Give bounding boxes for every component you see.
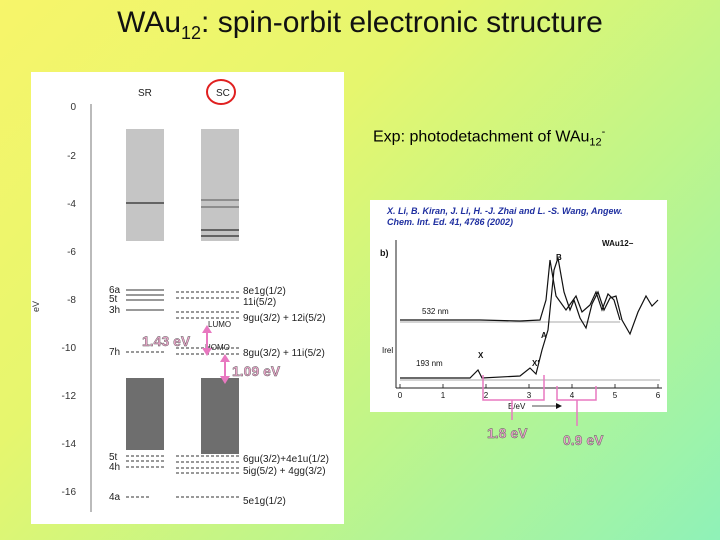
x-tick-label: 6 [656,391,661,400]
slide-title: WAu12: spin-orbit electronic structure [117,6,603,43]
gap-value-exp-2: 0.9 eV [563,432,604,448]
y-tick-labels: 0 -2 -4 -6 -8 -10 -12 -14 -16 [62,102,77,498]
trace-label-532: 532 nm [422,307,449,316]
sc-lower-band [201,378,239,454]
col-label-sr: SR [138,88,152,99]
sr-lower-band [126,378,164,450]
x-tick-label: 2 [484,391,489,400]
x-axis-label: E/eV [508,402,526,411]
peak-x-label: X [478,351,484,360]
citation: X. Li, B. Kiran, J. Li, H. -J. Zhai and … [387,206,657,228]
sc-highlight-circle [206,79,236,105]
lumo-label: LUMO [208,320,231,329]
col-label-sc: SC [216,88,230,99]
orbital-label: 4h [109,462,120,473]
y-label: Irel [382,346,393,355]
y-tick-label: -16 [62,487,77,498]
spinor-label: 5e1g(1/2) [243,496,286,507]
spinor-label: 8gu(3/2) + 11i(5/2) [243,348,325,359]
sr-upper-band [126,129,164,241]
y-tick-label: 0 [70,102,76,113]
x-tick-label: 1 [441,391,446,400]
photoelectron-spectrum: b) WAu12− 532 nm 193 nm Irel X X' A B 0 … [370,200,667,412]
orbital-label: 6a [109,285,121,296]
trace-label-193: 193 nm [416,359,443,368]
peak-a-label: A [541,331,547,340]
y-tick-label: -10 [62,343,77,354]
citation-line-2: Chem. Int. Ed. 41, 4786 (2002) [387,217,514,227]
y-tick-label: -4 [67,199,76,210]
trace-193nm [400,257,659,379]
y-tick-label: -6 [67,247,76,258]
peak-b-label: B [556,253,562,262]
spinor-label: 6gu(3/2)+4e1u(1/2) [243,454,329,465]
citation-line-1: X. Li, B. Kiran, J. Li, H. -J. Zhai and … [387,206,623,216]
orbital-label: 5t [109,294,118,305]
sc-upper-band [201,129,239,241]
spinor-label: 5ig(5/2) + 4gg(3/2) [243,466,326,477]
y-tick-label: -2 [67,151,76,162]
panel-label: b) [380,248,389,258]
gap-value-sr: 1.43 eV [142,333,191,349]
energy-level-diagram: SR SC 0 -2 -4 -6 -8 -10 -12 -14 -16 eV [31,72,344,524]
x-tick-label: 5 [613,391,618,400]
peak-x2-label: X' [532,359,539,368]
homo-label: HOMO [205,343,230,352]
orbital-label: 4a [109,492,121,503]
x-tick-label: 0 [398,391,403,400]
trace-532nm [400,259,621,322]
orbital-label: 5t [109,452,118,463]
y-tick-label: -14 [62,439,77,450]
y-axis-title: eV [31,301,41,312]
experiment-label: Exp: photodetachment of WAu12- [373,126,606,149]
spinor-label: 9gu(3/2) + 12i(5/2) [243,313,326,324]
species-label: WAu12− [602,239,634,248]
y-tick-label: -8 [67,295,76,306]
x-tick-label: 4 [570,391,575,400]
y-tick-label: -12 [62,391,77,402]
gap-value-exp-1: 1.8 eV [487,425,528,441]
spinor-label: 8e1g(1/2) [243,286,286,297]
x-tick-label: 3 [527,391,532,400]
orbital-label: 3h [109,305,120,316]
gap-value-sc: 1.09 eV [232,363,281,379]
spinor-label: 11i(5/2) [243,297,276,308]
orbital-label: 7h [109,347,120,358]
